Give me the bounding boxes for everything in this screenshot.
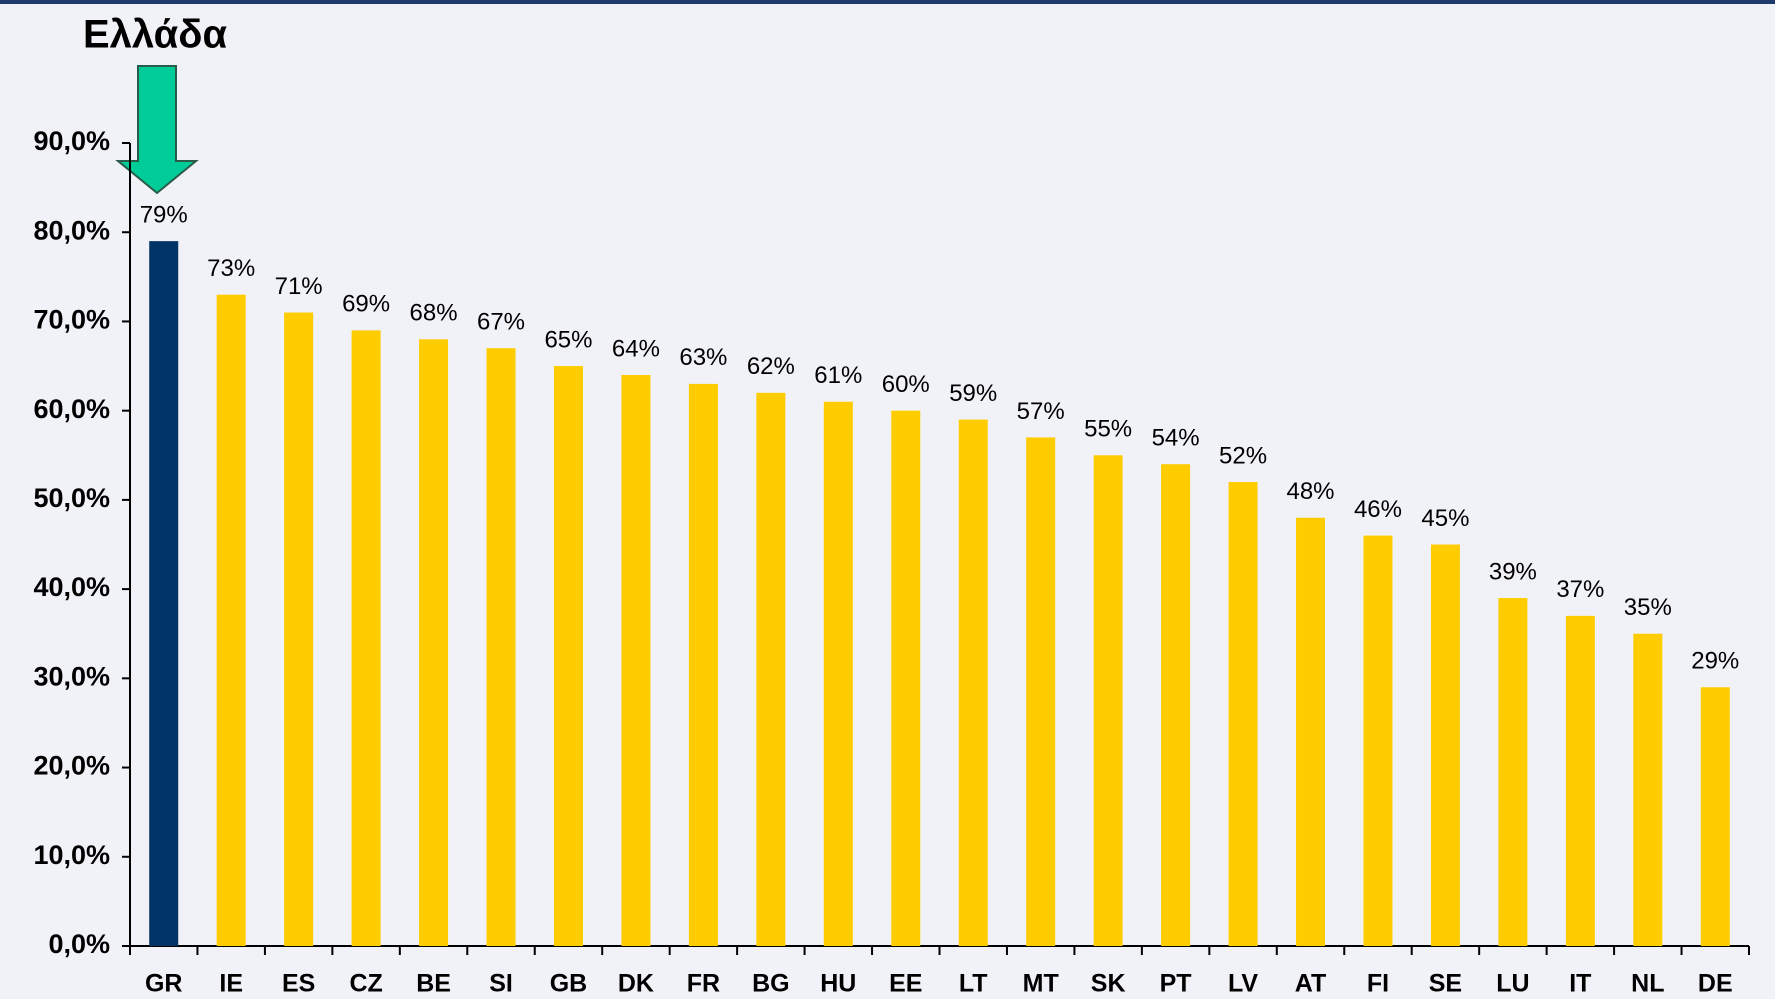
data-label: 60% (882, 371, 930, 398)
x-tick-label: IT (1569, 970, 1591, 998)
x-tick-label: SE (1429, 970, 1462, 998)
data-label: 73% (207, 255, 255, 282)
x-tick-label: GR (145, 970, 183, 998)
bar (1026, 437, 1056, 946)
y-tick-label: 90,0% (33, 126, 110, 156)
bar (149, 241, 179, 947)
bar (1363, 535, 1393, 946)
data-label: 64% (612, 335, 660, 362)
data-label: 68% (410, 300, 458, 327)
data-label: 62% (747, 353, 795, 380)
bar (1161, 464, 1191, 946)
x-tick-label: MT (1023, 970, 1059, 998)
data-label: 48% (1286, 478, 1334, 505)
data-label: 46% (1354, 496, 1402, 523)
bar (688, 383, 718, 946)
data-label: 37% (1556, 576, 1604, 603)
bar (284, 312, 314, 946)
data-label: 52% (1219, 442, 1267, 469)
data-label: 59% (949, 380, 997, 407)
y-tick-label: 50,0% (33, 483, 110, 513)
x-tick-label: GB (550, 970, 588, 998)
bar (1700, 687, 1730, 946)
x-tick-label: BG (752, 970, 790, 998)
data-label: 45% (1421, 505, 1469, 532)
data-label: 79% (140, 201, 188, 228)
bar (419, 339, 449, 946)
data-label: 71% (275, 273, 323, 300)
bar (1296, 517, 1326, 946)
x-tick-label: FR (687, 970, 720, 998)
x-tick-label: ES (282, 970, 315, 998)
x-tick-label: FI (1367, 970, 1389, 998)
bar (1228, 482, 1258, 946)
bar (891, 410, 921, 947)
x-tick-label: CZ (349, 970, 382, 998)
x-tick-label: DK (618, 970, 654, 998)
bar (1565, 615, 1595, 946)
y-tick-label: 60,0% (33, 394, 110, 424)
data-label: 65% (544, 326, 592, 353)
y-tick-label: 20,0% (33, 751, 110, 781)
y-tick-label: 40,0% (33, 572, 110, 602)
bar (756, 392, 786, 946)
bar (1430, 544, 1460, 946)
bar (823, 401, 853, 946)
x-tick-label: HU (820, 970, 856, 998)
x-tick-label: NL (1631, 970, 1664, 998)
x-tick-label: SI (489, 970, 513, 998)
data-label: 57% (1017, 398, 1065, 425)
bar (1093, 455, 1123, 946)
bar (1633, 633, 1663, 946)
bar (1498, 598, 1528, 946)
data-label: 55% (1084, 416, 1132, 443)
x-tick-label: BE (416, 970, 451, 998)
data-label: 63% (679, 344, 727, 371)
bar (958, 419, 988, 947)
x-tick-label: AT (1295, 970, 1326, 998)
data-label: 35% (1624, 594, 1672, 621)
data-label: 67% (477, 309, 525, 336)
x-tick-label: DE (1698, 970, 1733, 998)
data-label: 29% (1691, 648, 1739, 675)
bar (351, 330, 381, 946)
y-tick-label: 30,0% (33, 661, 110, 691)
data-label: 54% (1152, 425, 1200, 452)
top-border (0, 0, 1775, 4)
arrow (115, 65, 199, 195)
data-label: 39% (1489, 558, 1537, 585)
y-tick-label: 70,0% (33, 305, 110, 335)
y-tick-label: 80,0% (33, 215, 110, 245)
annotation: Ελλάδα (83, 13, 228, 57)
bar (621, 374, 651, 946)
data-label: 69% (342, 291, 390, 318)
x-tick-label: LV (1228, 970, 1258, 998)
x-tick-label: EE (889, 970, 922, 998)
x-tick-label: IE (219, 970, 243, 998)
y-tick-label: 10,0% (33, 840, 110, 870)
bar (486, 348, 516, 946)
bar (216, 294, 246, 947)
bar (553, 366, 583, 946)
x-tick-label: LT (959, 970, 988, 998)
x-tick-label: PT (1160, 970, 1192, 998)
x-tick-label: SK (1091, 970, 1126, 998)
data-label: 61% (814, 362, 862, 389)
x-tick-label: LU (1496, 970, 1529, 998)
y-tick-label: 0,0% (48, 929, 110, 959)
